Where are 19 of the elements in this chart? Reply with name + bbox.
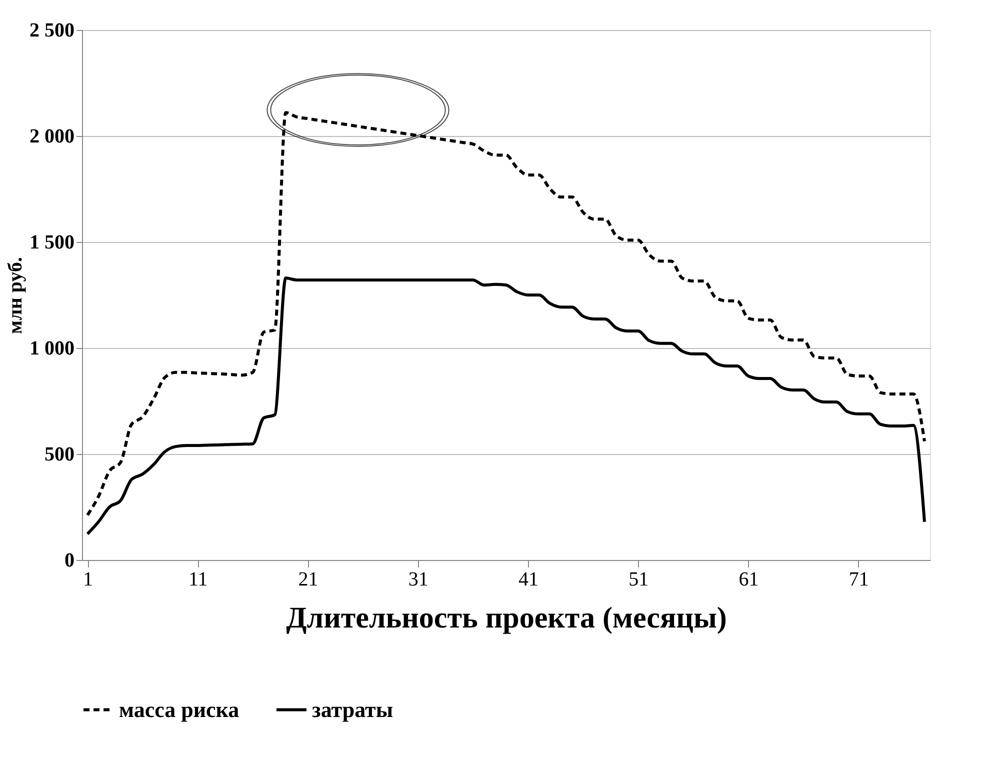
x-tick-label: 31 xyxy=(408,568,428,590)
y-tick-label: 0 xyxy=(64,550,74,572)
x-tick-label: 41 xyxy=(518,568,539,590)
y-tick-label: 1 500 xyxy=(30,232,74,254)
legend-label: затраты xyxy=(312,696,393,722)
x-tick-label: 1 xyxy=(83,568,94,590)
y-tick-label: 1 000 xyxy=(30,338,74,360)
x-tick-label: 71 xyxy=(848,568,869,590)
y-tick-label: 2 000 xyxy=(30,126,74,148)
line-series xyxy=(86,276,926,536)
y-axis-title: млн руб. xyxy=(4,257,26,334)
y-tick-label: 500 xyxy=(44,444,74,466)
y-tick-label: 2 500 xyxy=(30,20,74,42)
x-tick-label: 21 xyxy=(298,568,318,590)
x-tick-label: 11 xyxy=(188,568,208,590)
legend-label: масса риска xyxy=(119,696,240,722)
x-tick-label: 51 xyxy=(628,568,649,590)
x-axis-title: Длительность проекта (месяцы) xyxy=(286,602,727,634)
x-tick-label: 61 xyxy=(738,568,759,590)
